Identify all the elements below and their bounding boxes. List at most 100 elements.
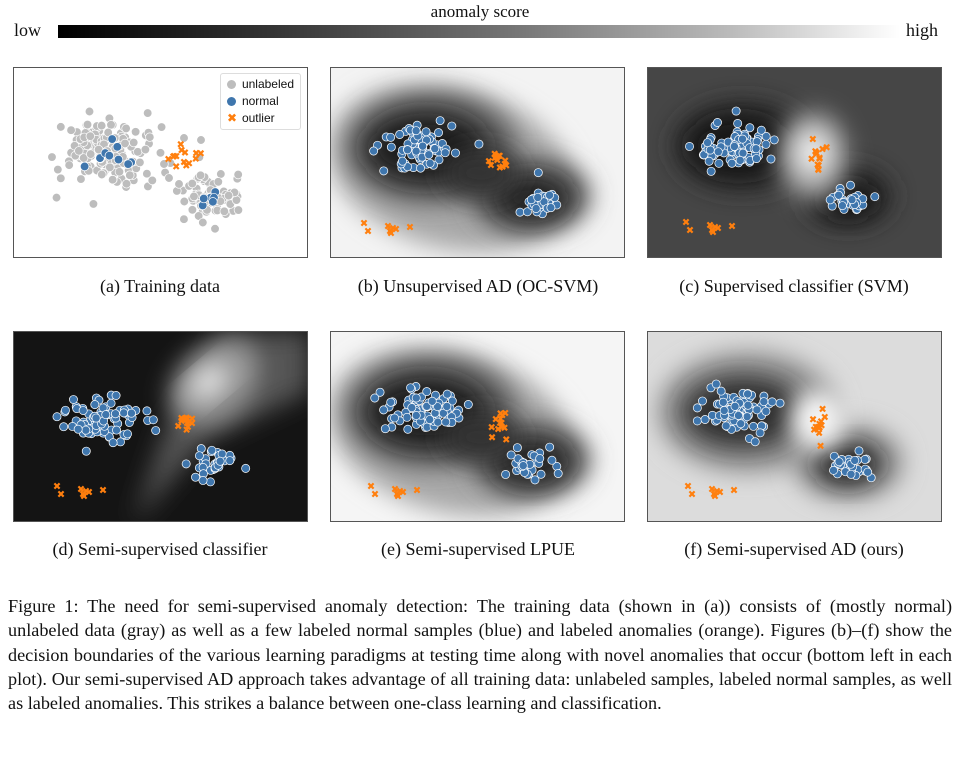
- panel-semi-supervised-lpue: [330, 331, 625, 522]
- data-point: [231, 195, 242, 205]
- data-point: [416, 163, 425, 173]
- caption-b: (b) Unsupervised AD (OC-SVM): [357, 276, 599, 296]
- data-point: [370, 393, 380, 403]
- data-point: [195, 170, 206, 180]
- anomaly-score-colorbar: [58, 25, 900, 38]
- data-point: [120, 138, 130, 149]
- outlier-marker: [178, 146, 185, 154]
- data-point: [390, 413, 399, 423]
- data-point: [79, 161, 90, 172]
- data-point: [111, 391, 121, 400]
- outlier-marker: [80, 492, 88, 500]
- data-point: [198, 217, 208, 228]
- data-point: [107, 175, 118, 185]
- figure-caption: Figure 1: The need for semi-supervised a…: [8, 596, 952, 714]
- outlier-marker: [384, 222, 392, 230]
- data-point: [151, 426, 161, 435]
- data-point: [126, 408, 136, 418]
- outlier-marker: [819, 405, 826, 413]
- data-point: [88, 199, 99, 209]
- outlier-marker: [183, 426, 191, 433]
- data-point: [125, 170, 135, 180]
- outlier-marker: [387, 229, 395, 237]
- data-point: [742, 412, 752, 422]
- data-point: [386, 397, 396, 407]
- colorbar-low-label: low: [14, 20, 41, 40]
- outlier-marker: [815, 161, 823, 169]
- data-point: [759, 397, 769, 407]
- panel-supervised-classifier: [647, 67, 942, 258]
- contour-plot: [648, 68, 941, 257]
- outlier-marker: [502, 161, 510, 169]
- data-point: [704, 156, 714, 166]
- data-point: [442, 402, 452, 411]
- data-point: [189, 191, 199, 202]
- outlier-marker: [810, 426, 818, 434]
- data-point: [440, 148, 450, 158]
- data-point: [766, 154, 776, 164]
- data-point: [730, 401, 740, 411]
- outlier-marker: [730, 486, 738, 494]
- outlier-marker: [809, 415, 817, 423]
- data-point: [84, 106, 95, 117]
- outlier-marker: [815, 429, 823, 437]
- colorbar-title: anomaly score: [430, 2, 530, 21]
- data-point: [145, 132, 155, 142]
- data-point: [860, 455, 870, 464]
- data-point: [713, 147, 723, 157]
- data-point: [398, 156, 407, 166]
- data-point: [522, 207, 532, 217]
- outlier-marker: [491, 154, 499, 162]
- circle-marker-icon: [226, 80, 236, 89]
- data-point: [375, 387, 385, 397]
- data-point: [78, 406, 88, 415]
- data-point: [738, 134, 747, 144]
- data-point: [76, 174, 86, 184]
- data-point: [114, 167, 125, 177]
- data-point: [767, 397, 777, 407]
- data-point: [148, 415, 158, 425]
- data-point: [761, 406, 771, 416]
- data-point: [533, 168, 543, 178]
- outlier-marker: [688, 490, 696, 498]
- data-point: [447, 396, 457, 406]
- data-point: [116, 437, 125, 447]
- legend-item-normal: normal: [226, 93, 294, 110]
- outlier-marker: [392, 225, 400, 233]
- data-point: [60, 405, 70, 415]
- data-point: [750, 437, 760, 447]
- outlier-marker: [496, 419, 504, 427]
- data-point: [66, 125, 76, 135]
- data-point: [194, 451, 204, 461]
- data-point: [90, 400, 100, 410]
- data-point: [52, 412, 62, 422]
- data-point: [380, 424, 390, 434]
- data-point: [241, 463, 251, 473]
- outlier-marker: [487, 161, 495, 169]
- data-point: [196, 135, 206, 145]
- data-point: [545, 190, 555, 200]
- caption-f: (f) Semi-supervised AD (ours): [684, 539, 904, 559]
- panel-semi-supervised-classifier: [13, 331, 308, 522]
- outlier-marker: [192, 149, 200, 157]
- data-point: [424, 150, 434, 160]
- panel-semi-supervised-ad-ours: [647, 331, 942, 522]
- data-point: [81, 425, 91, 435]
- colorbar-high-label: high: [906, 20, 939, 40]
- data-point: [756, 125, 766, 135]
- data-point: [501, 470, 511, 479]
- data-point: [411, 393, 421, 403]
- data-point: [441, 417, 451, 427]
- data-point: [129, 137, 139, 148]
- outlier-marker: [708, 485, 716, 493]
- data-point: [86, 149, 96, 159]
- data-point: [422, 401, 432, 411]
- data-point: [47, 152, 57, 162]
- data-point: [834, 190, 844, 200]
- data-point: [96, 120, 107, 131]
- data-point: [97, 169, 107, 180]
- legend: unlabeled normal ✖ outlier: [219, 73, 301, 130]
- data-point: [837, 201, 847, 211]
- outlier-marker: [485, 157, 493, 165]
- data-point: [512, 443, 522, 453]
